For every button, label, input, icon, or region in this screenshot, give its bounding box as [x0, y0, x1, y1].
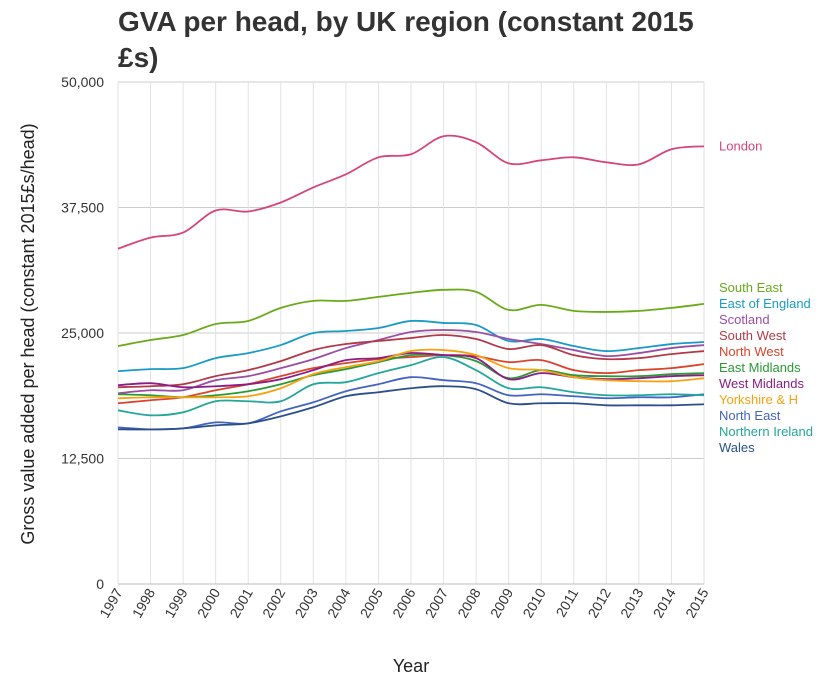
x-tick-label: 2001 [226, 585, 256, 620]
x-axis-ticks: 1997 1998 1999 2000 2001 2002 2003 2004 2005 2006… [96, 585, 712, 620]
x-tick-label: 2003 [291, 585, 321, 620]
legend-label-northern-ireland: Northern Ireland [719, 424, 813, 439]
series-line-scotland [117, 329, 705, 395]
x-tick-label: 2004 [324, 585, 354, 620]
y-tick-label: 0 [96, 576, 104, 592]
x-tick-label: 2012 [584, 585, 614, 620]
x-tick-label: 2005 [357, 585, 387, 620]
y-tick-label: 25,000 [61, 325, 104, 341]
series-line-south-west [117, 334, 705, 389]
x-tick-label: 2000 [194, 585, 224, 620]
series-line-north-east [117, 376, 705, 431]
series-line-northern-ireland [117, 356, 705, 417]
x-tick-label: 2008 [454, 585, 484, 620]
series-line-south-east [117, 288, 705, 347]
y-axis-ticks: 0 12,500 25,000 37,500 50,000 [61, 74, 104, 592]
series-line-yorkshire-h [117, 348, 705, 400]
y-tick-label: 50,000 [61, 74, 104, 90]
x-tick-label: 2010 [519, 585, 549, 620]
series-line-east-midlands [117, 353, 705, 399]
x-tick-label: 2002 [259, 585, 289, 620]
chart-title: GVA per head, by UK region (constant 201… [118, 6, 694, 73]
y-axis-label: Gross value added per head (constant 201… [18, 123, 38, 544]
legend-label-east-midlands: East Midlands [719, 360, 801, 375]
legend-label-wales: Wales [719, 440, 755, 455]
legend-label-south-west: South West [719, 328, 786, 343]
series-line-north-west [117, 354, 705, 405]
x-tick-label: 2011 [552, 585, 581, 619]
x-tick-label: 2009 [487, 585, 517, 620]
y-tick-label: 12,500 [61, 451, 104, 467]
series-line-west-midlands [117, 352, 705, 389]
legend-label-scotland: Scotland [719, 312, 770, 327]
legend-label-north-east: North East [719, 408, 781, 423]
series-line-wales [117, 385, 705, 431]
x-tick-label: 2014 [650, 585, 680, 620]
grid [117, 81, 705, 585]
legend-label-west-midlands: West Midlands [719, 376, 805, 391]
legend-label-yorkshire-h: Yorkshire & H [719, 392, 798, 407]
series-line-east-of-england [117, 319, 705, 373]
legend-label-south-east: South East [719, 280, 783, 295]
x-tick-label: 1999 [161, 585, 191, 620]
x-tick-label: 2015 [682, 585, 712, 620]
x-tick-label: 2013 [617, 585, 647, 620]
series-lines [117, 134, 705, 431]
legend-label-east-of-england: East of England [719, 296, 811, 311]
x-tick-label: 1998 [129, 585, 159, 620]
legend-label-london: London [719, 138, 762, 153]
x-tick-label: 2006 [389, 585, 419, 620]
y-tick-label: 37,500 [61, 200, 104, 216]
x-tick-label: 2007 [422, 585, 452, 620]
x-axis-label: Year [393, 656, 429, 676]
series-line-london [117, 134, 705, 250]
legend-label-north-west: North West [719, 344, 784, 359]
